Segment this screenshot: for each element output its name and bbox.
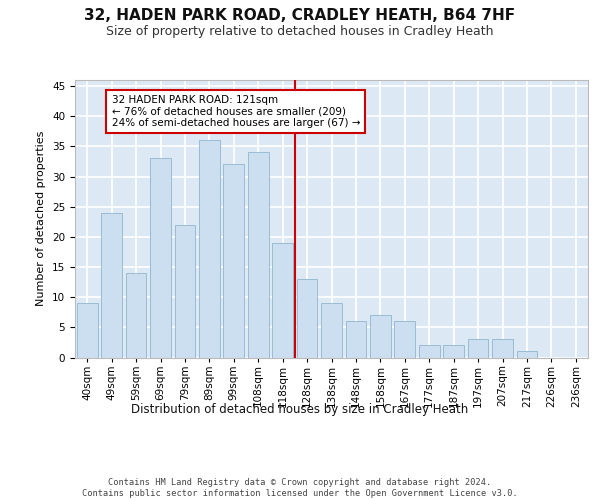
Bar <box>517 352 538 358</box>
Bar <box>248 152 269 358</box>
Bar <box>223 164 244 358</box>
Bar <box>370 316 391 358</box>
Bar <box>296 279 317 357</box>
Bar <box>150 158 171 358</box>
Bar <box>492 340 513 357</box>
Bar <box>175 225 196 358</box>
Bar <box>199 140 220 358</box>
Bar <box>77 303 98 358</box>
Bar <box>346 322 367 358</box>
Text: 32 HADEN PARK ROAD: 121sqm
← 76% of detached houses are smaller (209)
24% of sem: 32 HADEN PARK ROAD: 121sqm ← 76% of deta… <box>112 95 360 128</box>
Bar <box>125 273 146 357</box>
Bar <box>443 346 464 358</box>
Bar <box>467 340 488 357</box>
Text: Contains HM Land Registry data © Crown copyright and database right 2024.
Contai: Contains HM Land Registry data © Crown c… <box>82 478 518 498</box>
Text: Size of property relative to detached houses in Cradley Heath: Size of property relative to detached ho… <box>106 25 494 38</box>
Y-axis label: Number of detached properties: Number of detached properties <box>37 131 46 306</box>
Bar <box>101 212 122 358</box>
Bar <box>272 243 293 358</box>
Bar <box>321 303 342 358</box>
Bar <box>394 322 415 358</box>
Text: 32, HADEN PARK ROAD, CRADLEY HEATH, B64 7HF: 32, HADEN PARK ROAD, CRADLEY HEATH, B64 … <box>85 8 515 22</box>
Text: Distribution of detached houses by size in Cradley Heath: Distribution of detached houses by size … <box>131 402 469 415</box>
Bar <box>419 346 440 358</box>
